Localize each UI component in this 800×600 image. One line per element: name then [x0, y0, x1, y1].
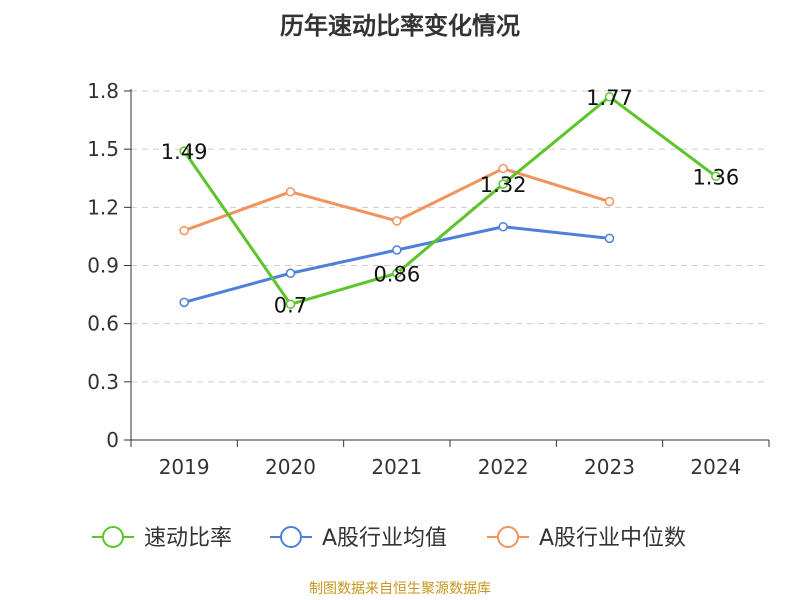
- data-point-1: [498, 179, 508, 189]
- data-point-1: [604, 92, 615, 102]
- legend-label: 速动比率: [144, 526, 232, 551]
- x-tick-label: 2021: [371, 455, 422, 479]
- data-label: 1.77: [586, 86, 633, 110]
- data-label: 1.49: [161, 140, 208, 164]
- data-label: 0.86: [373, 262, 420, 286]
- data-point-2: [604, 233, 615, 244]
- y-tick-label: 0: [106, 428, 119, 452]
- data-point-3: [179, 225, 189, 236]
- data-point-3: [392, 216, 402, 226]
- x-tick-label: 2022: [478, 455, 529, 479]
- y-tick-label: 1.8: [87, 79, 119, 103]
- x-tick-label: 2019: [159, 455, 210, 479]
- y-tick-label: 1.5: [87, 137, 119, 161]
- legend-label: A股行业中位数: [539, 526, 686, 551]
- data-point-1: [179, 146, 189, 156]
- series-line-1: [182, 95, 717, 306]
- data-point-1: [392, 268, 402, 279]
- data-point-2: [392, 245, 402, 255]
- legend-marker: [280, 526, 302, 548]
- data-point-1: [285, 299, 296, 310]
- y-tick-label: 1.2: [87, 195, 119, 219]
- y-tick-label: 0.9: [87, 254, 119, 278]
- data-point-1: [711, 171, 721, 182]
- data-label: 0.7: [274, 293, 307, 317]
- chart-title: 历年速动比率变化情况: [280, 12, 520, 40]
- legend-marker: [497, 526, 519, 548]
- x-tick-label: 2023: [584, 455, 635, 479]
- data-point-3: [604, 196, 615, 207]
- source-note: 制图数据来自恒生聚源数据库: [309, 581, 491, 597]
- data-label: 1.36: [692, 165, 739, 189]
- y-tick-label: 0.6: [87, 312, 119, 336]
- data-point-3: [498, 163, 508, 174]
- data-point-2: [285, 268, 296, 279]
- legend-label: A股行业均值: [322, 526, 447, 551]
- data-point-2: [498, 221, 508, 232]
- x-tick-label: 2020: [265, 455, 316, 479]
- legend-marker: [102, 526, 124, 548]
- data-label: 1.32: [480, 173, 527, 197]
- data-point-2: [179, 297, 189, 308]
- y-tick-label: 0.3: [87, 370, 119, 394]
- data-point-3: [285, 187, 296, 197]
- x-tick-label: 2024: [690, 455, 741, 479]
